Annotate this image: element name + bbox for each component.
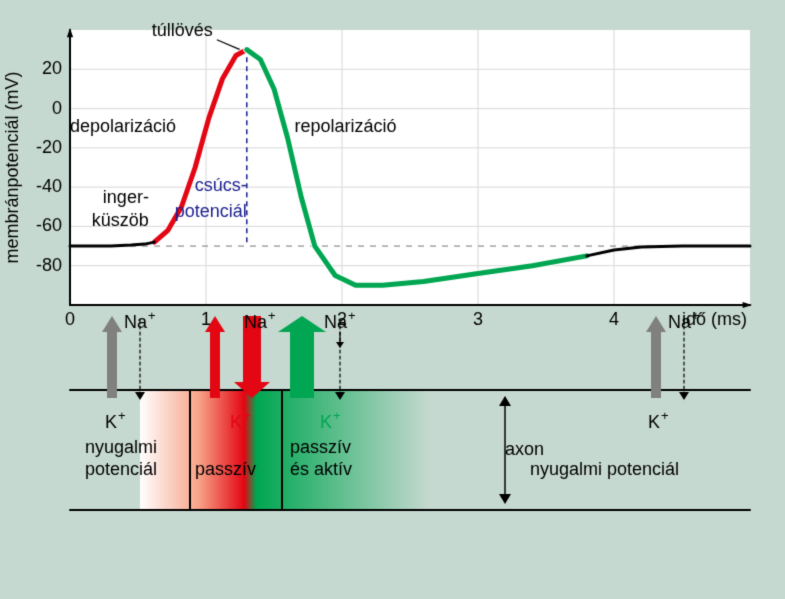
action-potential-figure xyxy=(0,0,785,599)
